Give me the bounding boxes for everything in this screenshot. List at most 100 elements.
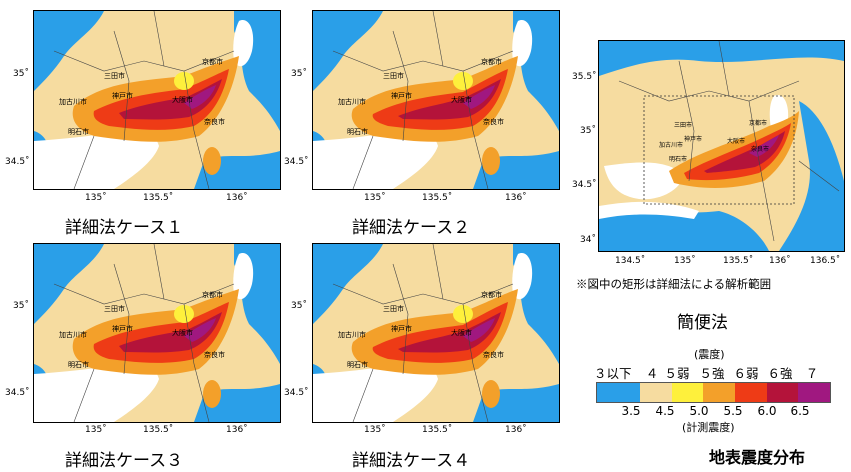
low-area — [34, 244, 104, 324]
legend-class-label: ５弱 — [664, 366, 690, 381]
city-label: 大阪市 — [451, 96, 472, 104]
caption-case-4: 詳細法ケース４ — [352, 451, 471, 471]
low-area — [313, 11, 383, 91]
y-tick: 34˚ — [580, 235, 596, 245]
x-tick: 136˚ — [505, 193, 527, 203]
map-case-1: 三田市 加古川市 神戸市 明石市 京都市 奈良市 大阪市 — [33, 10, 281, 190]
legend-value-label: 6.0 — [757, 404, 777, 418]
intensity-6-strong — [398, 312, 501, 353]
legend-value-label: 4.5 — [655, 404, 675, 418]
x-tick: 135.5˚ — [422, 425, 453, 435]
y-tick: 34.5˚ — [5, 157, 30, 167]
caption-case-2: 詳細法ケース２ — [352, 218, 471, 238]
city-label: 三田市 — [674, 122, 693, 129]
map-case-2: 三田市 加古川市 神戸市 明石市 京都市 奈良市 大阪市 — [312, 10, 560, 190]
legend-value-label: 6.5 — [790, 404, 810, 418]
figure-title: 地表震度分布 — [709, 448, 806, 467]
y-tick: 34.5˚ — [284, 388, 309, 398]
legend-value-label: 3.5 — [621, 404, 641, 418]
intensity-5-weak — [174, 305, 194, 323]
intensity-7 — [463, 85, 495, 109]
city-label: 明石市 — [347, 128, 368, 136]
map-case-3: 三田市 加古川市 神戸市 明石市 京都市 奈良市 大阪市 — [33, 243, 281, 423]
intensity-6-strong — [119, 79, 222, 120]
city-label: 奈良市 — [483, 118, 504, 126]
admin-borders — [53, 11, 235, 189]
admin-borders — [618, 41, 840, 242]
city-label: 加古川市 — [59, 98, 87, 106]
city-label: 京都市 — [749, 120, 768, 127]
legend-swatch — [703, 383, 735, 402]
sea — [34, 129, 159, 189]
admin-borders — [332, 244, 514, 422]
intensity-7 — [463, 318, 495, 342]
x-tick: 134.5˚ — [615, 256, 646, 266]
city-label: 明石市 — [68, 361, 89, 369]
city-label: 加古川市 — [59, 331, 87, 339]
city-label: 大阪市 — [172, 329, 193, 337]
city-label: 明石市 — [68, 128, 89, 136]
intensity-7 — [184, 85, 216, 109]
city-label: 京都市 — [481, 291, 502, 299]
y-tick: 35˚ — [291, 69, 307, 79]
low-area — [599, 209, 769, 251]
intensity-map — [34, 11, 280, 189]
x-tick: 135˚ — [85, 425, 107, 435]
y-tick: 35.5˚ — [572, 72, 597, 82]
legend-class-label: ５強 — [699, 366, 725, 381]
city-label: 三田市 — [104, 72, 125, 80]
intensity-7 — [749, 135, 779, 157]
x-tick: 136.5˚ — [810, 256, 841, 266]
map-case-4: 三田市 加古川市 神戸市 明石市 京都市 奈良市 大阪市 — [312, 243, 560, 423]
legend-class-label: ６強 — [767, 366, 793, 381]
city-label: 加古川市 — [338, 98, 366, 106]
x-tick: 135˚ — [364, 425, 386, 435]
intensity-5-weak — [453, 72, 473, 90]
x-tick: 135.5˚ — [143, 425, 174, 435]
intensity-6-strong — [704, 131, 785, 173]
city-label: 京都市 — [202, 58, 223, 66]
intensity-6-strong — [119, 312, 222, 353]
admin-borders — [332, 11, 514, 189]
intensity-7 — [184, 318, 216, 342]
intensity-5-strong — [482, 147, 500, 175]
legend-value-label: 5.5 — [723, 404, 743, 418]
intensity-map — [313, 11, 559, 189]
intensity-6-weak — [684, 123, 791, 181]
city-label: 奈良市 — [483, 351, 504, 359]
x-tick: 136˚ — [226, 425, 248, 435]
sea — [604, 162, 684, 200]
y-tick: 35˚ — [291, 301, 307, 311]
city-label: 大阪市 — [727, 138, 746, 145]
legend-class-label: ７ — [805, 366, 819, 381]
city-label: 明石市 — [347, 361, 368, 369]
caption-case-3: 詳細法ケース３ — [65, 451, 184, 471]
city-label: 三田市 — [383, 72, 404, 80]
y-tick: 34.5˚ — [5, 388, 30, 398]
y-tick: 35˚ — [580, 126, 596, 136]
low-area — [34, 11, 104, 91]
legend-colorbar — [596, 382, 831, 403]
intensity-map — [34, 244, 280, 422]
x-tick: 135˚ — [674, 256, 696, 266]
x-tick: 136˚ — [226, 193, 248, 203]
intensity-map — [313, 244, 559, 422]
city-label: 京都市 — [481, 58, 502, 66]
city-label: 京都市 — [202, 291, 223, 299]
intensity-5-strong — [482, 380, 500, 408]
intensity-6-strong — [398, 79, 501, 120]
sea — [34, 362, 159, 422]
sea — [313, 362, 438, 422]
x-tick: 135˚ — [364, 193, 386, 203]
sea — [599, 201, 699, 219]
legend-title-bottom: (計測震度) — [682, 421, 735, 434]
legend-swatch — [671, 383, 704, 402]
x-tick: 136˚ — [769, 256, 791, 266]
city-label: 神戸市 — [391, 325, 412, 333]
city-label: 三田市 — [104, 305, 125, 313]
legend-swatch — [766, 383, 799, 402]
legend-swatch — [734, 383, 767, 402]
x-tick: 135˚ — [85, 193, 107, 203]
caption-simple: 簡便法 — [677, 313, 728, 333]
y-tick: 34.5˚ — [284, 157, 309, 167]
